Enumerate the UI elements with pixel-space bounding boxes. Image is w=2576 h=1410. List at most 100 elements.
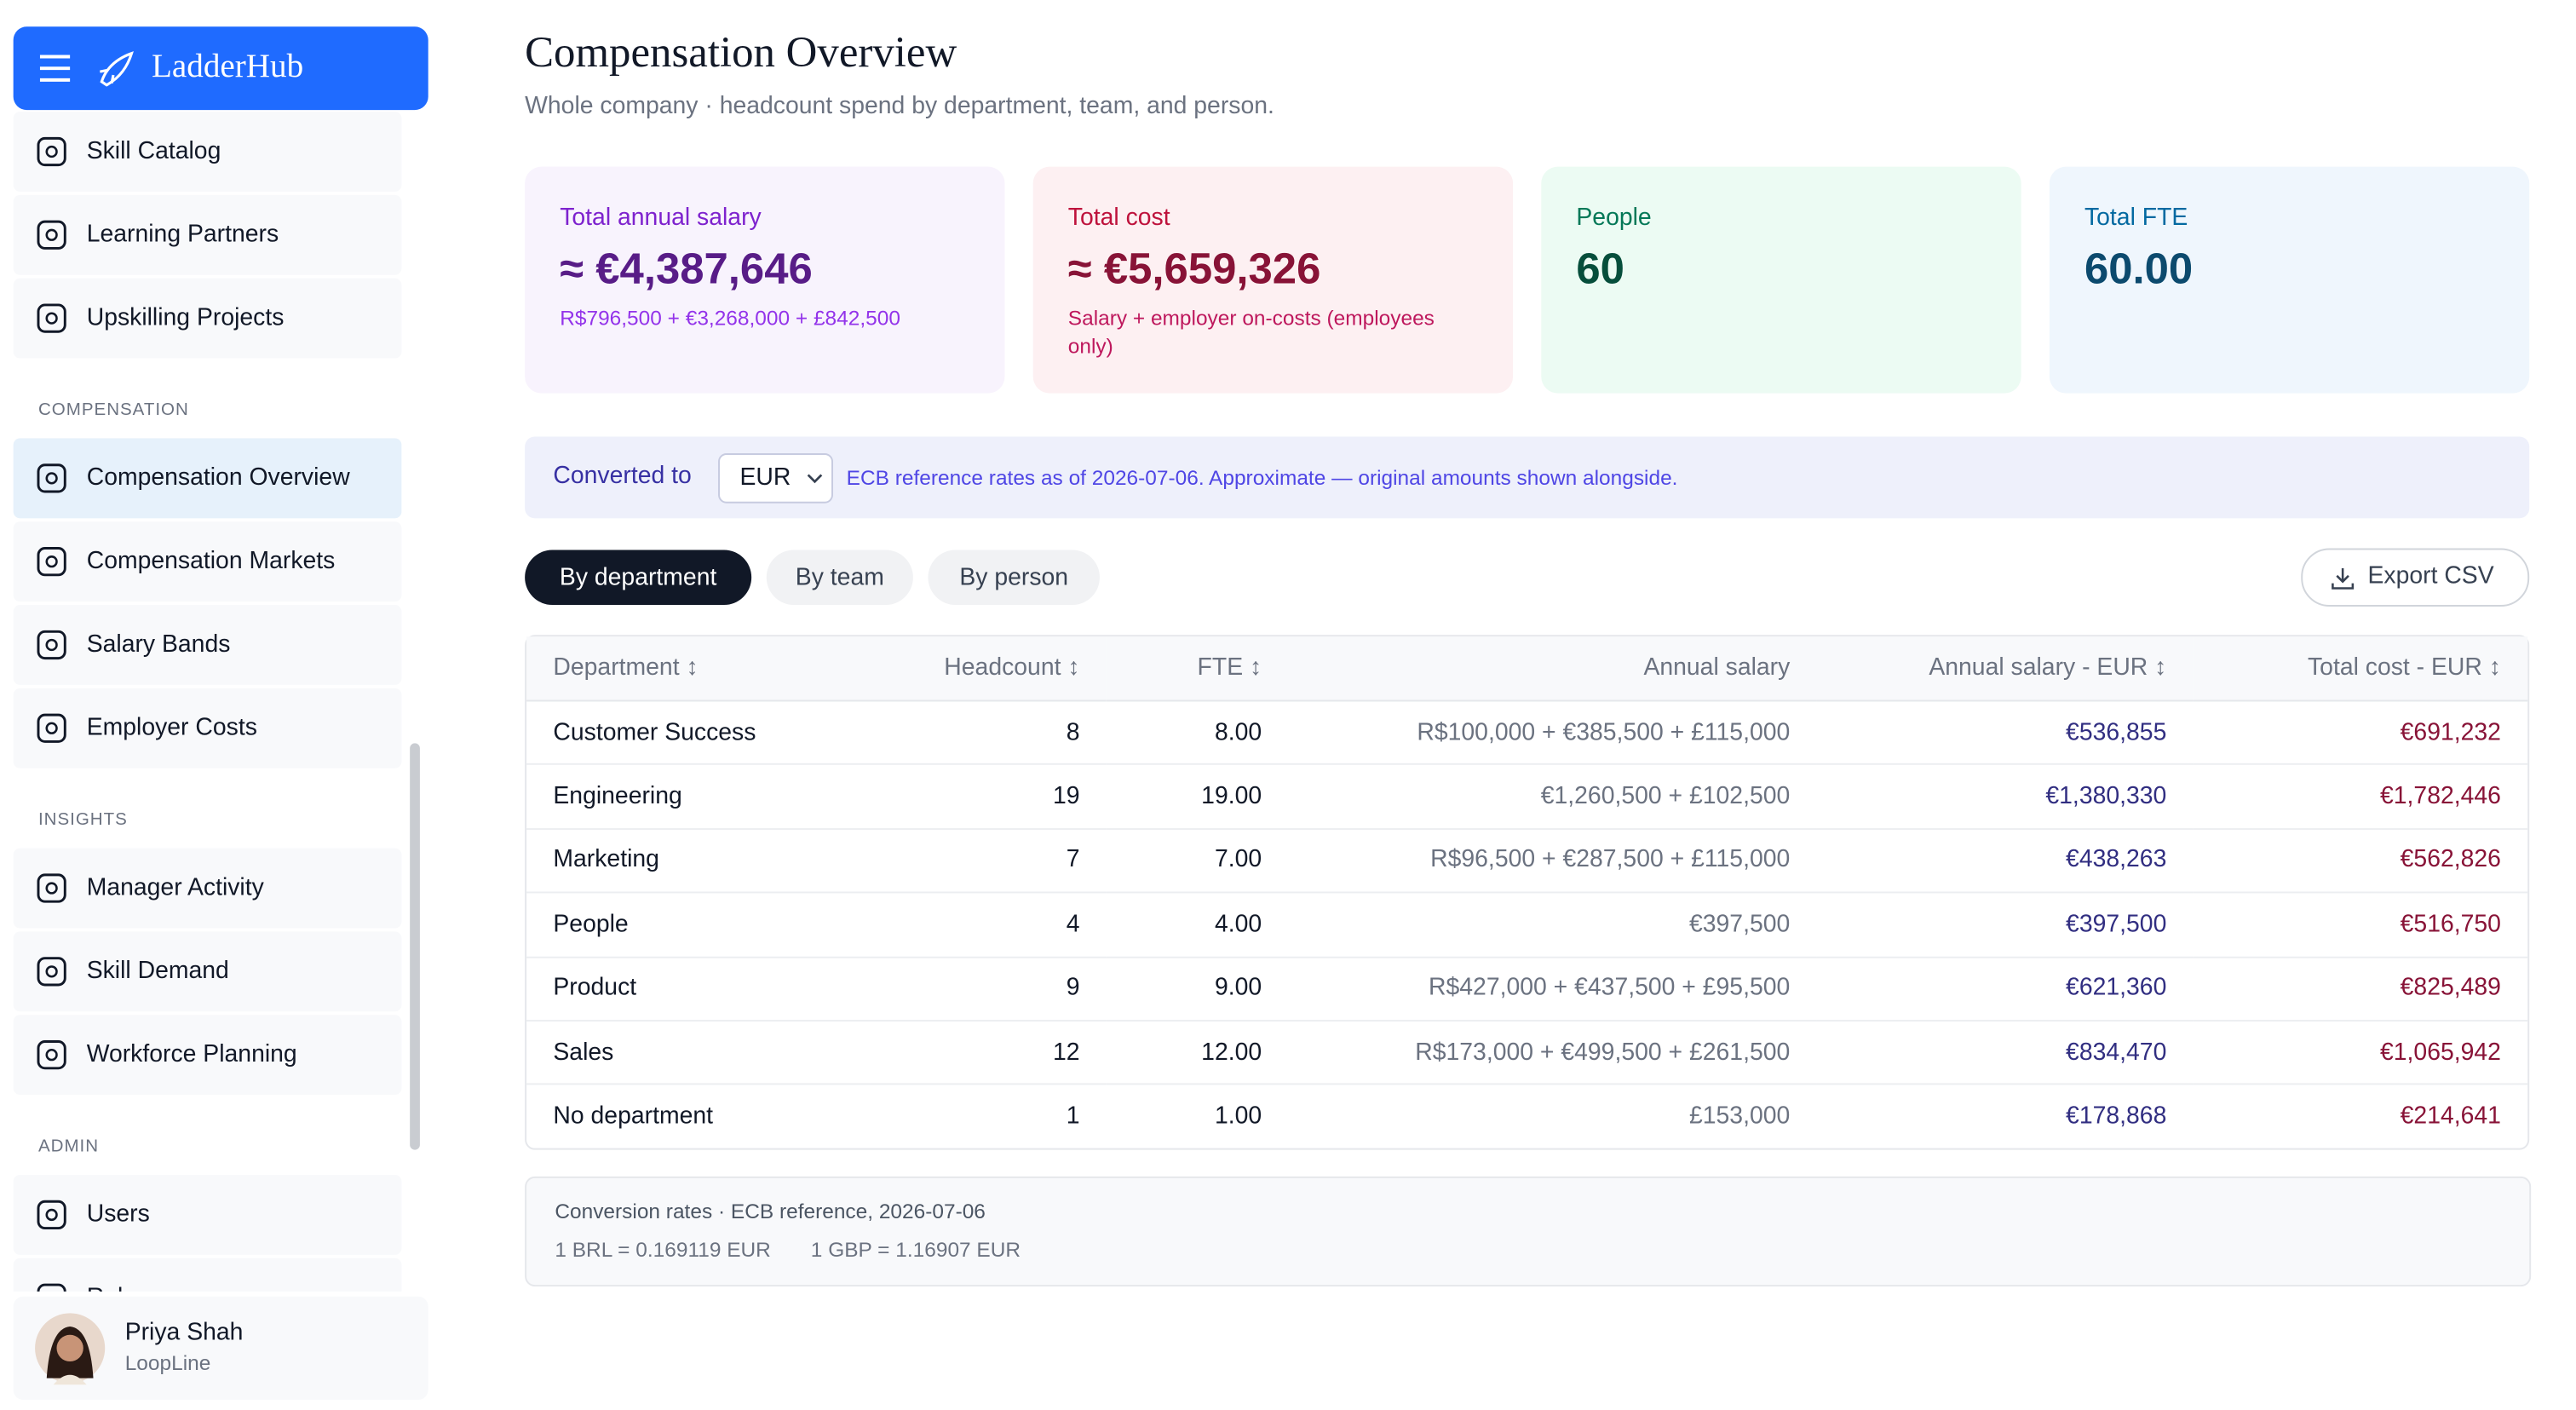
table-cell: 9.00 <box>1106 958 1289 1022</box>
nav-icon <box>37 1040 66 1070</box>
nav-section: COMPENSATION <box>37 400 189 420</box>
nav-label: Manager Activity <box>86 874 264 902</box>
table-cell: 9 <box>870 958 1107 1022</box>
tab[interactable]: By person <box>928 550 1100 606</box>
column-header[interactable]: Department ↕ <box>526 636 871 702</box>
nav-icon <box>37 957 66 987</box>
nav-label: Roles <box>87 1285 149 1292</box>
nav-item[interactable]: Workforce Planning <box>13 1015 402 1096</box>
menu-icon <box>39 55 71 82</box>
table-row: Marketing 7 7.00 R$96,500 + €287,500 + £115… <box>526 830 2528 894</box>
rate: 1 BRL = 0.169119 EUR <box>555 1238 771 1262</box>
table-cell: €438,263 <box>1816 830 2194 894</box>
table-cell: €834,470 <box>1816 1022 2194 1086</box>
column-header[interactable]: FTE ↕ <box>1106 636 1289 702</box>
card-value: 60 <box>1576 243 1624 294</box>
data-table: Department ↕ Headcount ↕ FTE ↕ Annual salar… <box>525 635 2530 1150</box>
user-name: Priya Shah <box>124 1320 244 1347</box>
table-cell: 19.00 <box>1106 766 1289 830</box>
table-row: Engineering 19 19.00 €1,260,500 + £102,500 €… <box>526 766 2528 830</box>
table-cell: €1,380,330 <box>1816 766 2194 830</box>
tab[interactable]: By department <box>525 550 752 606</box>
nav-item[interactable]: Skill Catalog <box>13 112 402 192</box>
column-header[interactable]: Total cost - EUR ↕ <box>2193 636 2528 702</box>
table-cell: Engineering <box>526 766 871 830</box>
table-cell: €397,500 <box>1816 894 2194 958</box>
rates-title: Conversion rates · ECB reference, 2026-0… <box>555 1200 986 1223</box>
nav-item[interactable]: Users <box>13 1174 402 1255</box>
table-row: Sales 12 12.00 R$173,000 + €499,500 + £261,… <box>526 1022 2528 1086</box>
nav-item[interactable]: Upskilling Projects <box>13 278 402 359</box>
card-label: Total annual salary <box>560 204 762 232</box>
nav-section: INSIGHTS <box>37 809 128 831</box>
nav-icon <box>37 463 66 493</box>
card-value: ≈ €5,659,326 <box>1067 243 1321 294</box>
currency-select[interactable]: EUR <box>718 453 833 504</box>
nav-item[interactable]: Compensation Overview <box>13 438 402 519</box>
table-cell: 4 <box>870 894 1107 958</box>
user-panel[interactable]: Priya Shah LoopLine <box>13 1296 428 1401</box>
download-icon <box>2332 567 2355 590</box>
nav-icon <box>37 136 66 167</box>
nav-icon <box>37 713 66 743</box>
nav-icon <box>37 1283 66 1292</box>
table-cell: £153,000 <box>1688 1102 1791 1131</box>
brand-bar[interactable]: LadderHub <box>13 26 428 111</box>
summary-card: People 60 <box>1541 166 2021 394</box>
column-header[interactable]: Annual salary - EUR ↕ <box>1816 636 2194 702</box>
card-label: Total cost <box>1067 204 1170 232</box>
nav-label: Upskilling Projects <box>86 304 285 332</box>
nav-item[interactable]: Employer Costs <box>13 688 402 768</box>
table-cell: 19 <box>870 766 1107 830</box>
nav-icon <box>37 873 66 903</box>
table-cell: €691,232 <box>2193 701 2528 766</box>
table-cell: €397,500 <box>1288 894 1817 958</box>
rocket-icon <box>100 51 134 87</box>
table-cell: R$173,000 + €499,500 + £261,500 <box>1288 1022 1817 1086</box>
nav-label: Employer Costs <box>86 715 257 742</box>
page-subtitle: Whole company · headcount spend by depar… <box>525 93 1274 120</box>
table-cell: 12 <box>870 1022 1107 1086</box>
table-cell: €562,826 <box>2193 830 2528 894</box>
nav-item[interactable]: Roles <box>13 1257 402 1292</box>
column-header: Annual salary <box>1288 636 1817 702</box>
scrollbar[interactable] <box>410 743 420 1150</box>
table-cell: 8 <box>870 701 1107 766</box>
nav-item[interactable]: Compensation Markets <box>13 521 402 602</box>
table-cell: Marketing <box>526 830 871 894</box>
table-cell: 12.00 <box>1106 1022 1289 1086</box>
nav-item[interactable]: Learning Partners <box>13 194 402 275</box>
table-cell: R$96,500 + €287,500 + £115,000 <box>1288 830 1817 894</box>
nav-section: ADMIN <box>37 1136 100 1157</box>
summary-card: Total cost ≈ €5,659,326 Salary + employer … <box>1032 166 1514 394</box>
currency-bar: Converted to EUR ECB reference rates as … <box>525 436 2530 519</box>
nav-item[interactable]: Salary Bands <box>13 605 402 685</box>
column-header[interactable]: Headcount ↕ <box>870 636 1107 702</box>
table-cell: €214,641 <box>2400 1102 2501 1131</box>
tab[interactable]: By team <box>766 550 913 606</box>
nav-item[interactable]: Manager Activity <box>13 848 402 929</box>
rates-box: Conversion rates · ECB reference, 2026-0… <box>525 1176 2532 1287</box>
table-cell: 4.00 <box>1106 894 1289 958</box>
table-cell: People <box>526 894 871 958</box>
table-cell: Sales <box>526 1022 871 1086</box>
card-note: R$796,500 + €3,268,000 + £842,500 <box>560 306 900 331</box>
nav-icon <box>37 303 66 333</box>
table-row: People 4 4.00 €397,500 €397,500 €516,750 <box>526 894 2528 958</box>
table-cell: R$100,000 + €385,500 + £115,000 <box>1288 701 1817 766</box>
brand-name: LadderHub <box>151 48 304 85</box>
export-button[interactable]: Export CSV <box>2301 548 2530 607</box>
nav-label: Salary Bands <box>86 631 231 659</box>
table-cell: €1,260,500 + £102,500 <box>1288 766 1817 830</box>
rates-list: 1 BRL = 0.169119 EUR 1 GBP = 1.16907 EUR <box>555 1238 1021 1261</box>
table-cell: No department <box>553 1102 714 1131</box>
table-row: No department 1 1.00 £153,000 €178,868 €214,6… <box>526 1085 2527 1148</box>
page-title: Compensation Overview <box>525 28 957 77</box>
table-cell: €516,750 <box>2193 894 2528 958</box>
nav-item[interactable]: Skill Demand <box>13 931 402 1012</box>
nav-label: Learning Partners <box>86 222 279 249</box>
rate: 1 GBP = 1.16907 EUR <box>810 1238 1021 1262</box>
table-cell: €1,065,942 <box>2193 1022 2528 1086</box>
table-cell: 7 <box>870 830 1107 894</box>
table-cell: €178,868 <box>2066 1102 2167 1131</box>
